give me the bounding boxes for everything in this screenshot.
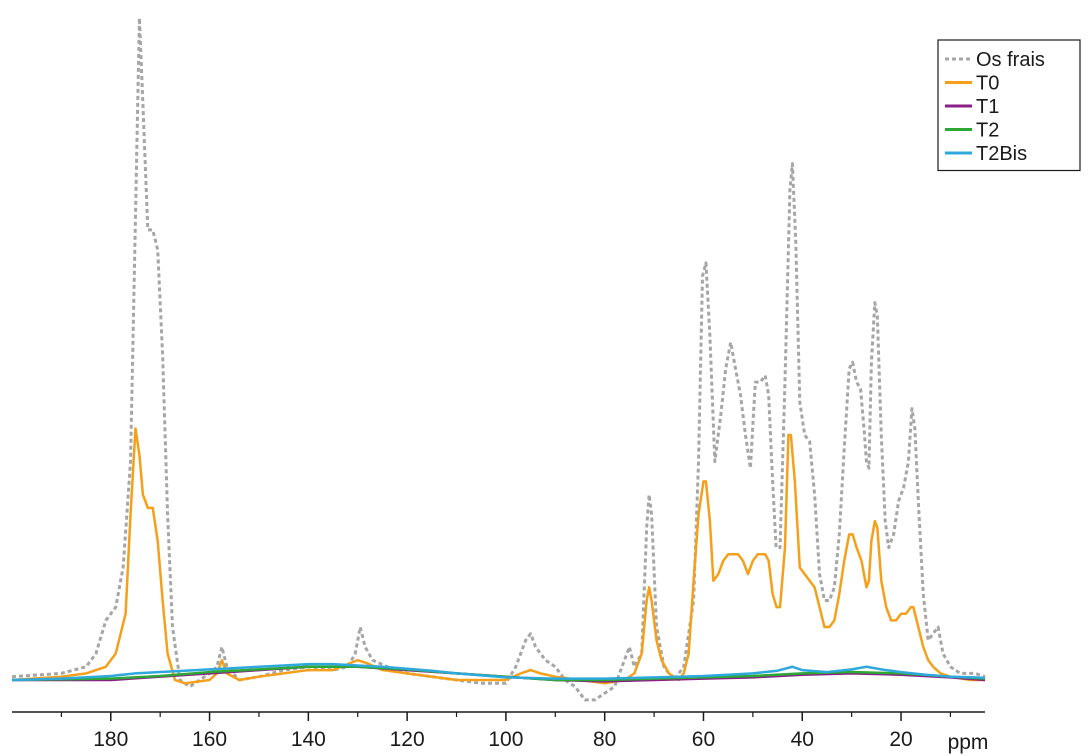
- x-tick-label: 160: [192, 728, 227, 751]
- legend-label: T0: [976, 73, 999, 95]
- x-axis: 180 160 140 120 100 80 60 40 20 ppm: [12, 711, 989, 754]
- x-tick-label: 120: [390, 728, 425, 751]
- x-tick-label: 140: [291, 728, 326, 751]
- legend-item: T0: [945, 73, 999, 95]
- legend-item: T2: [945, 120, 999, 142]
- legend-item: T1: [945, 96, 999, 118]
- x-tick-label: 80: [593, 728, 616, 751]
- legend-item: Os frais: [945, 49, 1045, 71]
- x-axis-unit-label: ppm: [948, 731, 989, 754]
- legend-label: T1: [976, 96, 999, 118]
- plot-area: [11, 16, 986, 702]
- legend-label: T2: [976, 120, 999, 142]
- series-line-t2bis: [11, 662, 986, 682]
- legend-label: Os frais: [976, 49, 1045, 71]
- x-tick-label: 100: [488, 728, 523, 751]
- series-line-t0: [11, 427, 985, 685]
- x-tick-label: 60: [692, 728, 715, 751]
- x-ticks: 180 160 140 120 100 80 60 40 20: [60, 712, 952, 751]
- x-tick-label: 180: [93, 728, 128, 751]
- x-tick-label: 20: [889, 728, 912, 751]
- x-tick-label: 40: [791, 728, 814, 751]
- legend-label: T2Bis: [976, 143, 1027, 165]
- legend-item: T2Bis: [945, 143, 1027, 165]
